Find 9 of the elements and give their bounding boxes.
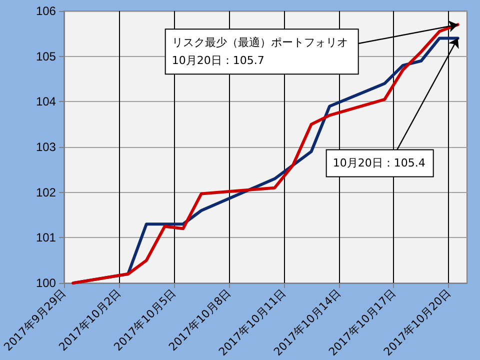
y-tick-label: 102 [36, 185, 56, 200]
y-tick-label: 100 [36, 276, 56, 290]
y-tick-label: 105 [36, 49, 56, 64]
y-tick-label: 103 [36, 140, 56, 154]
annotation: リスク最少（最適）ポートフォリオ 10月20日：105.7 [172, 36, 348, 68]
y-tick-label: 101 [36, 230, 56, 245]
y-tick-label: 104 [36, 94, 56, 109]
y-tick-label: 106 [36, 4, 56, 18]
annotation: 10月20日：105.4 [332, 156, 426, 170]
